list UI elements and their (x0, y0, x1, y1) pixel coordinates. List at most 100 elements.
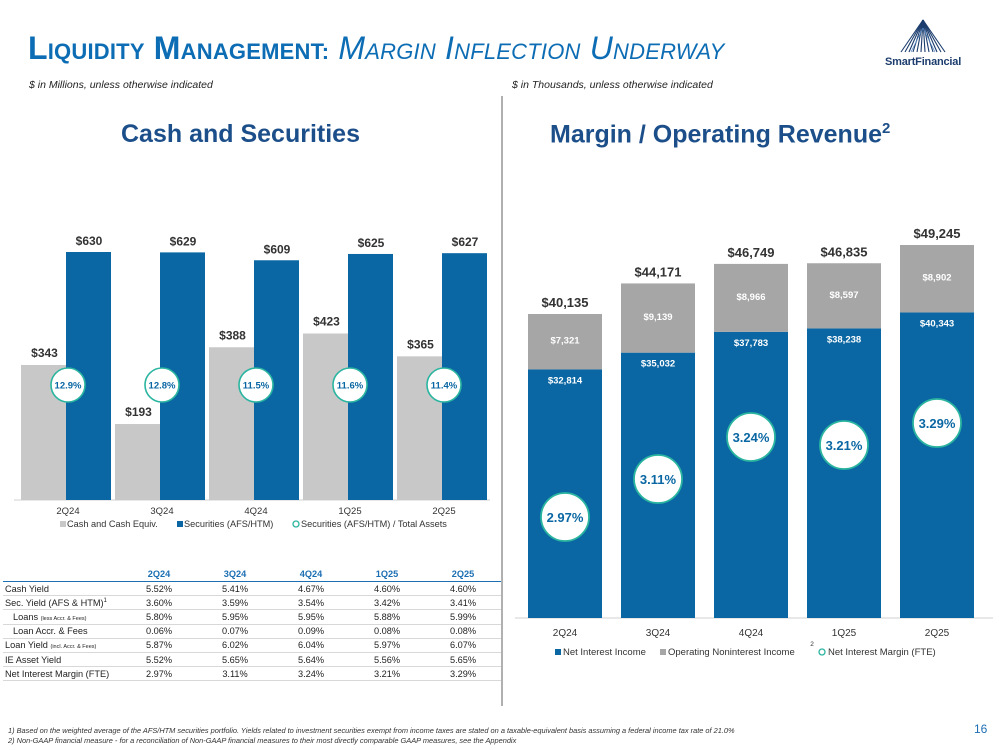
row-label-text: Net Interest Margin (FTE) (5, 668, 110, 679)
x-tick-label: 2Q24 (56, 506, 79, 517)
securities-value-label: $625 (358, 236, 385, 250)
legend-label-nii: Net Interest Income (563, 647, 646, 658)
ratio-marker (144, 367, 180, 403)
legend-footnote-noninterest: 2 (810, 641, 814, 648)
subtitle-char: M (338, 30, 366, 66)
right-panel-title: Margin / Operating Revenue2 (550, 120, 890, 149)
ratio-marker (50, 367, 86, 403)
row-label-text: Loan Accr. & Fees (13, 626, 88, 637)
ratio-marker (238, 367, 274, 403)
total-value-label: $49,245 (914, 226, 961, 241)
yields-col-header: 2Q24 (121, 567, 197, 582)
yields-col-header: 2Q25 (425, 567, 501, 582)
right-panel-title-text: Margin / Operating Revenue (550, 120, 883, 149)
legend-swatch-cash (60, 521, 66, 527)
yields-cell: 3.24% (273, 666, 349, 682)
row-label-qualifier: (less Accr. & Fees) (40, 616, 87, 623)
nim-marker (912, 398, 962, 448)
yields-cell: 3.42% (349, 595, 425, 611)
nii-value-label: $35,032 (641, 359, 675, 370)
noninterest-bar (714, 263, 788, 332)
securities-value-label: $627 (452, 235, 479, 249)
yields-row: Sec. Yield (AFS & HTM)1 3.60% 3.59% 3.54% 3.… (3, 595, 501, 611)
x-tick-label: 3Q24 (646, 628, 671, 639)
footnotes: 1) Based on the weighted average of the … (8, 726, 735, 745)
page-title: LIQUIDITY MANAGEMENT: MARGIN INFLECTION … (28, 30, 724, 67)
nim-marker (633, 454, 683, 504)
yields-cell: 0.09% (273, 624, 349, 639)
legend-label-cash: Cash and Cash Equiv. (67, 519, 158, 529)
yields-row-label: Cash Yield (3, 581, 121, 597)
yields-cell: 0.08% (425, 624, 501, 639)
yields-col-header: 3Q24 (197, 567, 273, 582)
row-label-footnote: 1 (103, 597, 107, 604)
legend-swatch-securities (177, 521, 183, 527)
noninterest-value-label: $7,321 (550, 336, 580, 347)
panel-divider (501, 96, 503, 706)
subtitle-word: NDERWAY (613, 39, 725, 64)
yields-cell: 5.99% (425, 609, 501, 625)
x-tick-label: 3Q24 (150, 506, 173, 517)
x-tick-label: 1Q25 (832, 628, 857, 639)
x-tick-label: 4Q24 (244, 506, 267, 517)
nii-value-label: $32,814 (548, 375, 583, 386)
yields-cell: 2.97% (121, 666, 197, 682)
legend-label-ratio: Securities (AFS/HTM) / Total Assets (301, 519, 447, 529)
yields-cell: 5.65% (197, 652, 273, 668)
yields-cell: 5.56% (349, 652, 425, 668)
yields-cell: 3.54% (273, 595, 349, 611)
nim-marker (726, 412, 776, 462)
ratio-label: 12.8% (149, 381, 176, 392)
securities-value-label: $609 (264, 242, 291, 256)
footnote-2: 2) Non-GAAP financial measure - for a re… (8, 735, 517, 745)
legend-swatch-ratio (292, 520, 300, 528)
nim-label: 3.29% (919, 416, 956, 431)
ratio-label: 11.5% (243, 381, 270, 392)
yields-col-header: 4Q24 (273, 567, 349, 582)
yields-cell: 6.04% (273, 637, 349, 654)
yields-cell: 3.21% (349, 666, 425, 682)
row-label-text: Sec. Yield (AFS & HTM) (5, 597, 104, 608)
yields-row: Loans (less Accr. & Fees) 5.80% 5.95% 5.95%… (3, 609, 501, 625)
yields-table-header: 2Q24 3Q24 4Q24 1Q25 2Q25 (3, 567, 501, 582)
nim-label: 3.21% (826, 438, 863, 453)
margin-revenue-chart: $32,814 $7,321 $40,135 2.97% 2Q24 $35,032 $9,1… (515, 226, 993, 658)
nii-value-label: $38,238 (827, 334, 861, 345)
yields-row: Loan Yield (incl. Accr. & Fees) 5.87% 6.02… (3, 637, 501, 654)
yields-cell: 5.52% (121, 581, 197, 597)
yields-row: Cash Yield 5.52% 5.41% 4.67% 4.60% 4.60% (3, 581, 501, 597)
noninterest-value-label: $9,139 (643, 312, 672, 323)
x-tick-label: 2Q25 (925, 628, 950, 639)
legend-label-securities: Securities (AFS/HTM) (184, 519, 273, 529)
noninterest-value-label: $8,902 (922, 273, 951, 284)
noninterest-bar (621, 283, 695, 353)
total-value-label: $46,835 (821, 244, 868, 259)
row-label-text: Loan Yield (5, 640, 48, 651)
yields-cell: 5.64% (273, 652, 349, 668)
yields-cell: 5.87% (121, 637, 197, 654)
cash-value-label: $193 (125, 405, 152, 419)
left-units-note: $ in Millions, unless otherwise indicate… (29, 79, 213, 91)
x-tick-label: 4Q24 (739, 628, 764, 639)
noninterest-bar (807, 263, 881, 329)
logo-wordmark: SmartFinancial (885, 56, 962, 68)
ratio-label: 12.9% (55, 381, 82, 392)
yields-cell: 3.29% (425, 666, 501, 682)
cash-bar (115, 424, 166, 500)
page-subtitle: MARGIN INFLECTION UNDERWAY (338, 30, 724, 66)
cash-value-label: $388 (219, 328, 246, 342)
yields-row: Net Interest Margin (FTE) 2.97% 3.11% 3.24%… (3, 666, 501, 682)
ratio-label: 11.6% (337, 381, 364, 392)
nim-label: 2.97% (547, 510, 584, 525)
x-tick-label: 2Q25 (432, 506, 455, 517)
yields-cell: 3.11% (197, 666, 273, 682)
yields-cell: 3.60% (121, 595, 197, 611)
subtitle-char: U (589, 30, 614, 66)
noninterest-bar (528, 314, 602, 370)
yields-cell: 5.97% (349, 637, 425, 654)
yields-cell: 3.41% (425, 595, 501, 611)
noninterest-value-label: $8,966 (736, 292, 765, 303)
nim-label: 3.11% (640, 472, 677, 487)
left-panel-title: Cash and Securities (121, 120, 360, 148)
yields-row-label: Loans (less Accr. & Fees) (3, 609, 121, 625)
